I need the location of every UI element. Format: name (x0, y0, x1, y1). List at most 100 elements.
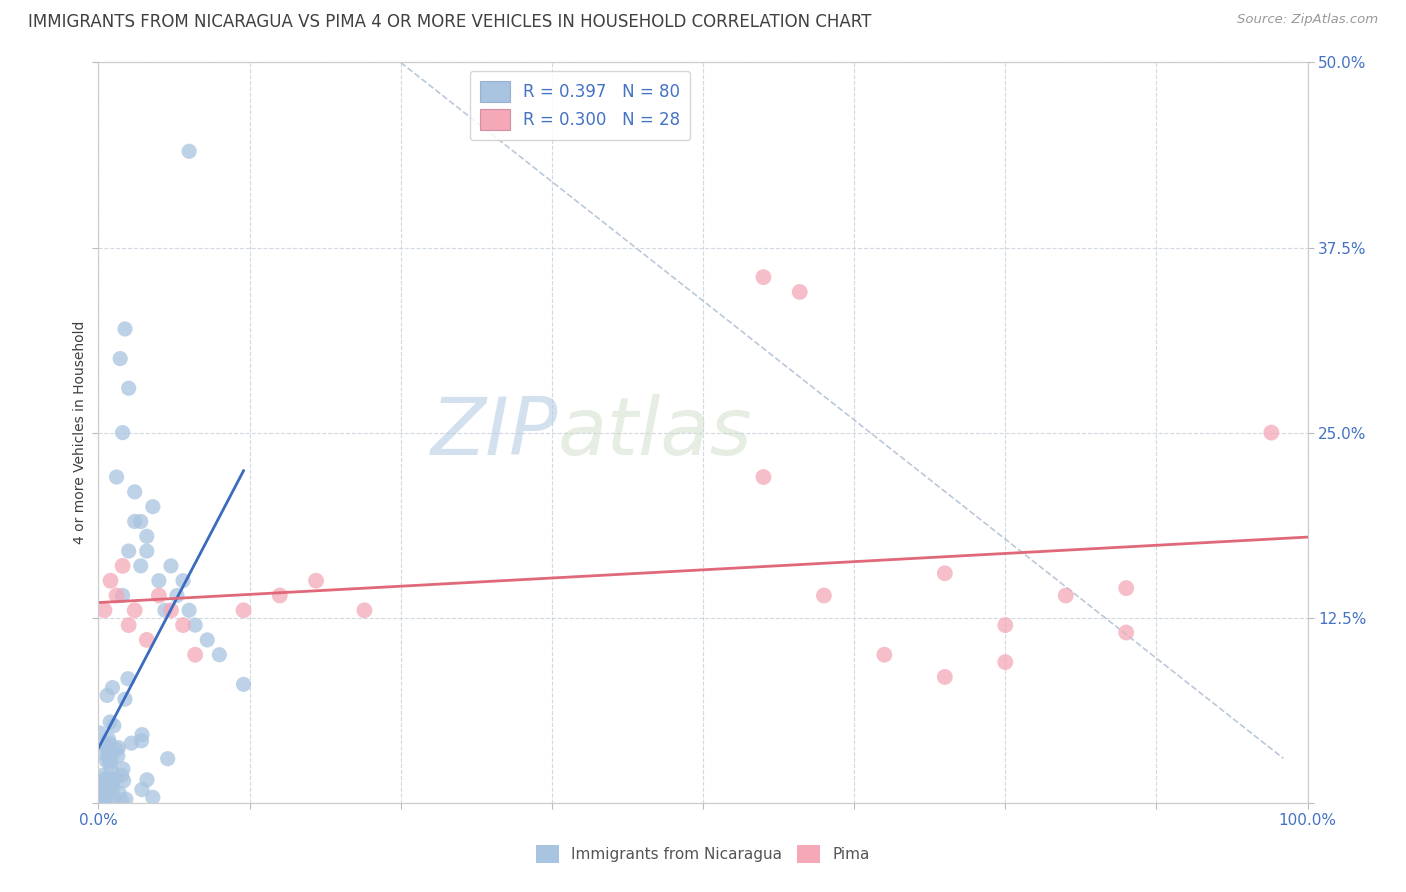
Point (208, 648, 231, 662)
Point (96, 737, 118, 751)
Point (111, 558, 134, 573)
Point (160, 603, 183, 617)
Point (101, 681, 124, 695)
Point (89, 746, 111, 760)
Point (172, 574, 194, 588)
Point (934, 566, 956, 581)
Point (994, 655, 1017, 669)
Point (156, 752, 179, 766)
Point (96, 789, 118, 804)
Point (172, 618, 194, 632)
Point (89, 726, 111, 740)
Point (135, 632, 157, 647)
Point (994, 618, 1017, 632)
Point (107, 749, 129, 764)
Point (100, 763, 122, 777)
Point (111, 768, 134, 782)
Point (353, 603, 375, 617)
Point (160, 558, 183, 573)
Point (789, 285, 811, 299)
Point (135, 529, 157, 543)
Point (112, 773, 135, 788)
Y-axis label: 4 or more Vehicles in Household: 4 or more Vehicles in Household (73, 321, 87, 544)
Point (96, 739, 118, 754)
Point (91, 780, 114, 795)
Text: atlas: atlas (558, 393, 752, 472)
Text: ZIP: ZIP (430, 393, 558, 472)
Point (184, 618, 207, 632)
Point (117, 672, 139, 686)
Point (100, 574, 122, 588)
Point (89, 794, 111, 808)
Point (100, 753, 122, 767)
Point (97, 780, 120, 794)
Point (153, 603, 176, 617)
Point (108, 786, 131, 800)
Point (97, 750, 120, 764)
Point (115, 792, 138, 806)
Point (135, 544, 157, 558)
Point (111, 589, 134, 603)
Point (96, 754, 118, 768)
Point (93, 772, 115, 786)
Point (100, 772, 122, 787)
Point (90, 789, 112, 803)
Text: IMMIGRANTS FROM NICARAGUA VS PIMA 4 OR MORE VEHICLES IN HOUSEHOLD CORRELATION CH: IMMIGRANTS FROM NICARAGUA VS PIMA 4 OR M… (28, 13, 872, 31)
Point (104, 771, 127, 785)
Point (179, 145, 201, 159)
Point (108, 351, 131, 366)
Point (110, 793, 132, 807)
Point (98, 782, 121, 797)
Point (101, 776, 124, 790)
Point (89, 794, 111, 808)
Point (91, 768, 114, 782)
Point (91, 775, 114, 789)
Point (98, 737, 121, 751)
Point (232, 677, 254, 691)
Point (105, 743, 128, 757)
Point (91, 790, 114, 805)
Point (142, 500, 165, 514)
Point (98, 714, 121, 729)
Point (124, 484, 146, 499)
Point (118, 618, 141, 632)
Point (184, 648, 207, 662)
Point (114, 322, 136, 336)
Point (118, 381, 141, 395)
Point (97, 732, 120, 747)
Point (752, 470, 775, 484)
Point (1054, 589, 1077, 603)
Point (103, 718, 125, 732)
Point (114, 692, 136, 706)
Point (131, 782, 153, 797)
Point (124, 603, 146, 617)
Point (195, 632, 218, 647)
Legend: Immigrants from Nicaragua, Pima: Immigrants from Nicaragua, Pima (530, 839, 876, 869)
Point (131, 728, 153, 742)
Point (93, 603, 115, 617)
Point (111, 762, 134, 776)
Point (124, 515, 146, 529)
Point (96, 689, 118, 703)
Point (105, 589, 128, 603)
Point (111, 425, 134, 440)
Point (1115, 581, 1137, 595)
Point (105, 470, 128, 484)
Point (101, 794, 124, 808)
Point (179, 603, 201, 617)
Text: Source: ZipAtlas.com: Source: ZipAtlas.com (1237, 13, 1378, 27)
Point (148, 574, 170, 588)
Point (934, 670, 956, 684)
Point (1115, 625, 1137, 640)
Point (120, 736, 142, 750)
Point (232, 603, 254, 617)
Point (148, 589, 170, 603)
Point (131, 733, 153, 747)
Point (97, 747, 120, 762)
Point (269, 589, 291, 603)
Point (305, 574, 328, 588)
Point (94, 794, 117, 808)
Point (166, 589, 188, 603)
Point (98, 756, 121, 770)
Point (101, 781, 124, 796)
